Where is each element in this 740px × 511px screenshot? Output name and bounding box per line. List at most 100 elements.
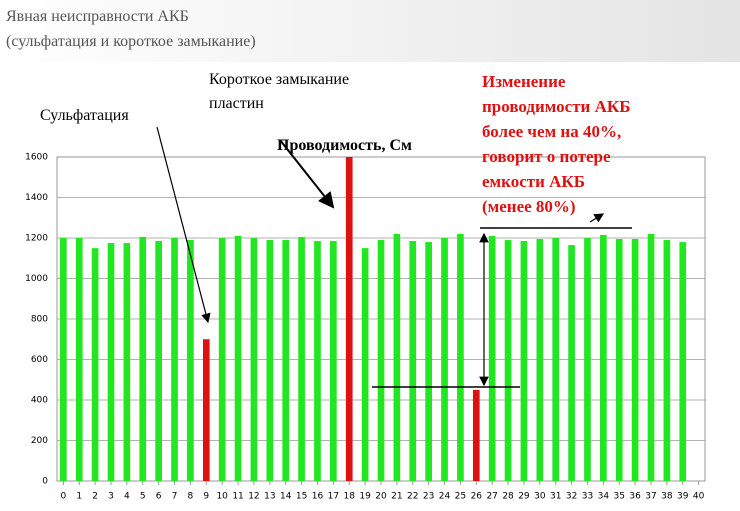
y-tick-label: 800 — [31, 315, 48, 325]
x-tick-label: 12 — [248, 492, 259, 502]
arrow — [279, 139, 335, 209]
bar — [647, 233, 655, 481]
bar — [139, 236, 147, 481]
bar — [171, 238, 178, 481]
x-tick-label: 7 — [172, 492, 178, 502]
y-tick-label: 1600 — [25, 153, 48, 163]
x-tick-label: 34 — [598, 492, 610, 502]
x-tick-label: 35 — [614, 492, 625, 502]
bar — [361, 248, 369, 481]
x-tick-label: 1 — [76, 492, 82, 502]
x-tick-label: 24 — [439, 492, 451, 502]
x-tick-label: 40 — [693, 492, 705, 502]
note-line: проводимости АКБ — [482, 97, 630, 116]
bar — [298, 236, 305, 481]
bar — [377, 240, 385, 481]
annotation: Короткое замыкание — [209, 71, 349, 88]
x-tick-label: 28 — [502, 492, 514, 502]
x-tick-label: 5 — [140, 492, 146, 502]
x-tick-label: 25 — [455, 492, 466, 502]
header-band — [0, 0, 740, 62]
note: Изменение проводимости АКБ более чем на 40… — [482, 72, 630, 216]
bar — [631, 239, 639, 481]
bar — [615, 239, 623, 481]
x-tick-label: 26 — [471, 492, 483, 502]
x-tick-label: 18 — [344, 492, 356, 502]
x-tick-label: 30 — [534, 492, 546, 502]
bar — [123, 243, 131, 481]
arrow — [156, 126, 211, 324]
bar — [330, 241, 337, 481]
note-line: Изменение — [482, 72, 566, 91]
y-tick-label: 0 — [42, 477, 48, 487]
bar — [457, 233, 464, 481]
bar — [600, 234, 607, 481]
bar — [552, 238, 560, 481]
note-line: говорит о потере — [482, 147, 611, 166]
header-subtitle: (сульфатация и короткое замыкание) — [6, 33, 256, 50]
bar — [282, 240, 290, 481]
x-tick-label: 0 — [60, 492, 66, 502]
bar — [393, 233, 401, 481]
x-tick-label: 3 — [108, 492, 114, 502]
x-tick-label: 22 — [407, 492, 418, 502]
bar — [91, 248, 99, 481]
x-tick-label: 31 — [550, 492, 561, 502]
x-tick-label: 23 — [423, 492, 434, 502]
bar — [250, 238, 258, 481]
bar — [409, 241, 417, 481]
x-tick-label: 21 — [391, 492, 402, 502]
bar — [488, 235, 496, 481]
bar — [60, 238, 67, 481]
bar — [663, 240, 671, 481]
y-tick-label: 1000 — [25, 274, 48, 284]
x-tick-label: 11 — [232, 492, 243, 502]
header-title: Явная неисправности АКБ — [6, 8, 189, 25]
x-tick-label: 16 — [312, 492, 324, 502]
bar — [314, 241, 321, 481]
x-tick-label: 38 — [661, 492, 673, 502]
x-tick-label: 8 — [188, 492, 194, 502]
x-tick-label: 37 — [645, 492, 656, 502]
x-tick-label: 36 — [629, 492, 641, 502]
bar — [679, 242, 687, 481]
annotation: Сульфатация — [40, 107, 129, 124]
x-tick-label: 4 — [124, 492, 130, 502]
bar — [266, 240, 274, 481]
bar — [425, 242, 432, 481]
x-tick-label: 2 — [92, 492, 98, 502]
x-tick-label: 32 — [566, 492, 577, 502]
x-tick-label: 15 — [296, 492, 307, 502]
bar — [536, 239, 544, 481]
x-tick-label: 17 — [328, 492, 339, 502]
y-tick-label: 200 — [31, 436, 48, 446]
x-tick-label: 29 — [518, 492, 530, 502]
y-tick-label: 600 — [31, 355, 48, 365]
x-tick-label: 20 — [375, 492, 387, 502]
y-tick-label: 1200 — [25, 234, 48, 244]
bar — [218, 238, 226, 481]
x-tick-label: 6 — [156, 492, 162, 502]
bar — [504, 240, 512, 481]
y-tick-label: 400 — [31, 396, 48, 406]
x-tick-label: 9 — [203, 492, 209, 502]
bar — [155, 241, 162, 481]
bar — [75, 238, 83, 481]
bar — [345, 157, 353, 481]
note-line: емкости АКБ — [482, 172, 585, 191]
bar — [568, 245, 575, 481]
bar — [187, 240, 194, 481]
x-tick-label: 13 — [264, 492, 275, 502]
bar — [472, 389, 480, 481]
x-tick-label: 10 — [216, 492, 228, 502]
x-tick-label: 39 — [677, 492, 689, 502]
note-line: (менее 80%) — [482, 197, 576, 216]
annotation: пластин — [209, 95, 264, 112]
x-tick-label: 14 — [280, 492, 292, 502]
bar — [202, 339, 210, 481]
bar — [584, 238, 591, 481]
bar — [107, 243, 115, 481]
y-tick-label: 1400 — [25, 193, 48, 203]
